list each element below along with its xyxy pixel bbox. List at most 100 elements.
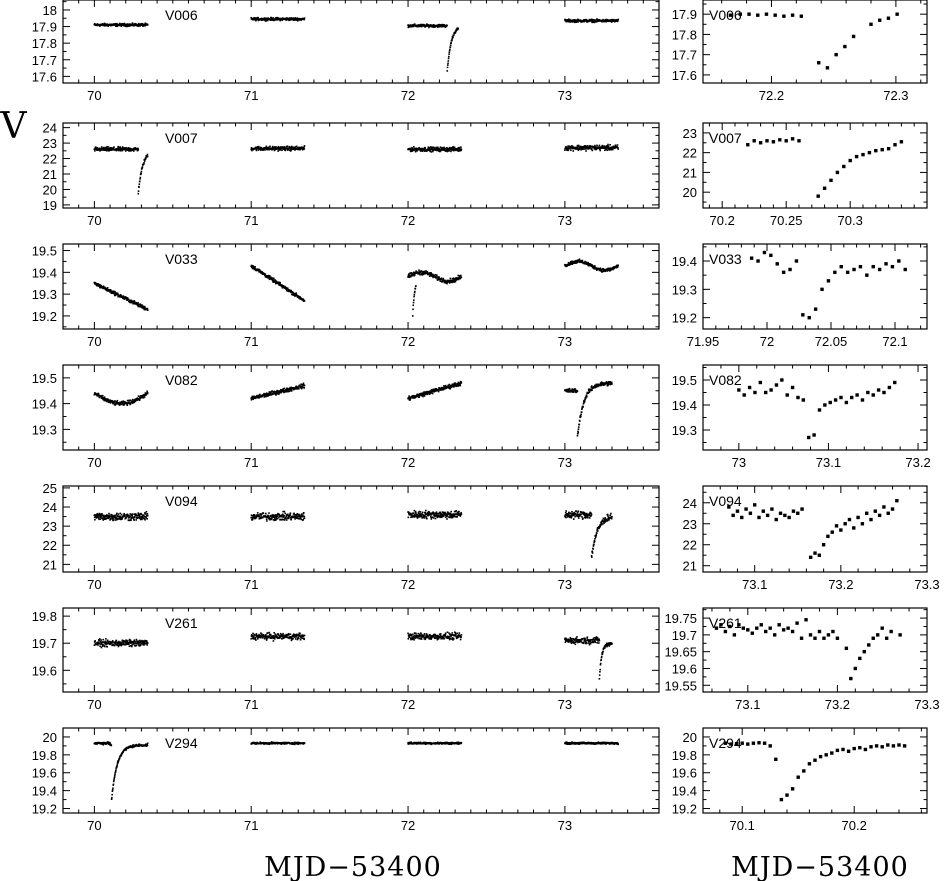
data-point: [459, 277, 461, 280]
data-point: [100, 146, 103, 148]
data-point: [112, 402, 114, 405]
data-point: [432, 512, 435, 515]
data-point: [438, 515, 440, 518]
data-point: [143, 644, 145, 646]
data-point: [128, 645, 131, 647]
data-point: [424, 147, 427, 150]
data-point: [407, 24, 409, 26]
data-point: [252, 632, 254, 635]
data-point: [138, 644, 140, 646]
data-point: [258, 514, 260, 517]
data-point: [96, 146, 99, 149]
data-point: [302, 298, 305, 301]
data-point: [457, 150, 460, 152]
data-point: [568, 512, 571, 515]
data-point: [574, 391, 576, 393]
data-point: [446, 279, 449, 282]
data-point: [454, 31, 457, 34]
data-point: [137, 514, 139, 516]
data-point: [596, 144, 598, 147]
data-point: [605, 20, 608, 22]
data-point: [409, 275, 412, 278]
data-point: [299, 296, 301, 298]
data-point: [251, 517, 253, 519]
data-point: [133, 148, 136, 151]
data-point: [409, 512, 412, 515]
data-point: [449, 516, 452, 518]
data-point: [126, 404, 129, 407]
data-point: [288, 390, 291, 393]
data-point: [100, 395, 102, 397]
data-points: [93, 631, 613, 680]
data-point: [102, 285, 105, 288]
data-point: [103, 396, 106, 398]
data-point: [591, 389, 593, 391]
data-point: [94, 640, 96, 642]
data-point: [129, 25, 131, 27]
data-point: [408, 395, 410, 397]
data-point: [137, 301, 139, 304]
data-point: [457, 385, 459, 388]
data-point: [585, 397, 587, 399]
data-point: [593, 267, 595, 270]
data-point: [419, 271, 422, 274]
data-point: [594, 20, 597, 23]
data-point: [604, 518, 606, 521]
data-point: [579, 147, 582, 150]
data-point: [253, 516, 255, 519]
data-point: [259, 636, 262, 639]
data-point: [272, 519, 275, 521]
data-point: [270, 518, 272, 521]
data-point: [109, 643, 112, 646]
data-point: [413, 293, 416, 296]
data-point: [610, 512, 612, 515]
data-point: [441, 515, 443, 517]
data-point: [123, 22, 126, 25]
data-point: [295, 514, 298, 517]
data-point: [586, 262, 589, 265]
data-point: [449, 46, 452, 49]
data-point: [460, 276, 463, 279]
data-point: [423, 395, 426, 397]
data-point: [105, 398, 108, 400]
data-point: [98, 642, 101, 645]
data-point: [577, 430, 579, 433]
data-point: [413, 394, 415, 397]
data-point: [144, 392, 147, 394]
data-point: [101, 645, 104, 647]
data-point: [259, 148, 262, 151]
data-point: [451, 37, 454, 40]
data-point: [119, 24, 121, 27]
data-point: [264, 273, 267, 275]
data-point: [129, 639, 132, 642]
data-point: [115, 517, 117, 520]
data-point: [276, 147, 279, 150]
data-point: [420, 149, 423, 151]
data-point: [303, 387, 306, 389]
data-point: [414, 290, 416, 293]
data-point: [274, 19, 277, 21]
data-point: [99, 516, 102, 519]
x-tick-label: 70: [87, 455, 101, 470]
data-point: [460, 149, 462, 152]
data-point: [446, 511, 449, 513]
data-point: [111, 644, 113, 647]
data-point: [415, 285, 417, 287]
data-point: [287, 149, 289, 151]
data-point: [301, 385, 303, 388]
data-point: [257, 145, 260, 148]
data-point: [99, 25, 101, 27]
data-point: [411, 315, 414, 317]
data-point: [590, 145, 592, 148]
data-point: [115, 25, 117, 27]
data-point: [107, 516, 110, 519]
data-point: [107, 517, 110, 520]
data-point: [581, 516, 583, 518]
data-point: [108, 512, 110, 515]
data-point: [573, 514, 575, 517]
data-point: [138, 395, 140, 398]
data-point: [255, 19, 257, 22]
x-tick-label: 70: [87, 334, 101, 349]
data-point: [98, 148, 101, 151]
data-point: [266, 515, 268, 518]
